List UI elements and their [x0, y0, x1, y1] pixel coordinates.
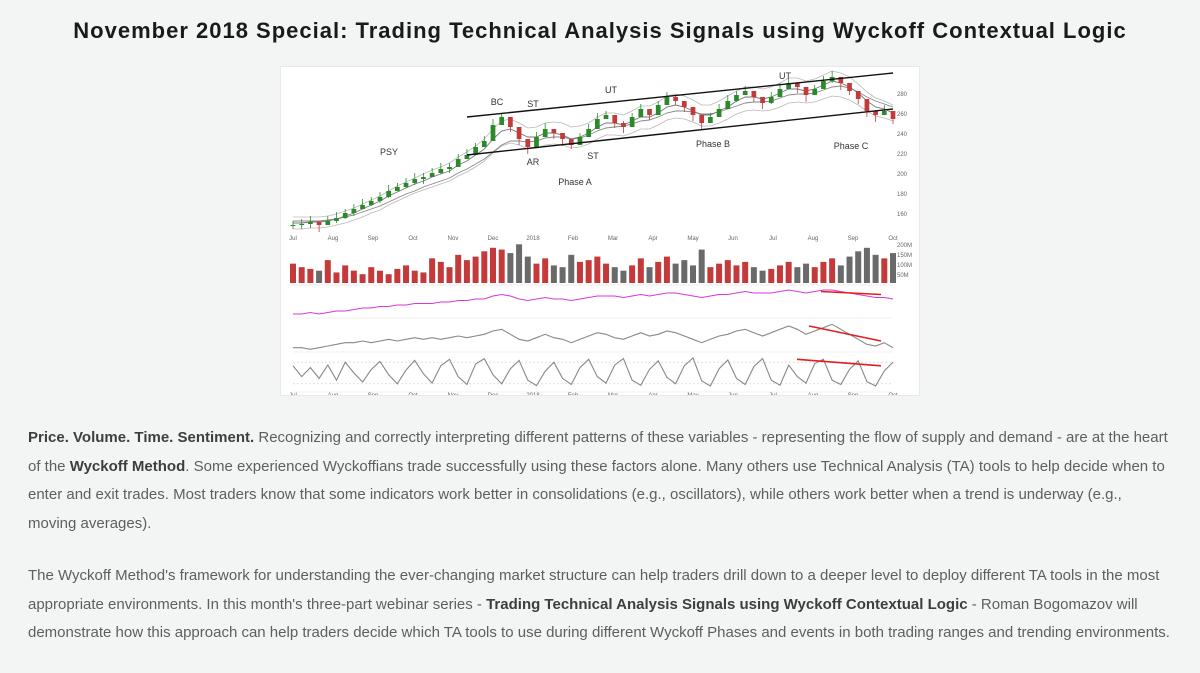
svg-text:Aug: Aug: [808, 236, 819, 242]
svg-text:Jul: Jul: [289, 393, 297, 396]
svg-text:Mar: Mar: [608, 236, 618, 242]
p1-text-b: . Some experienced Wyckoffians trade suc…: [28, 458, 1165, 532]
svg-text:AR: AR: [527, 157, 540, 167]
svg-text:Jun: Jun: [728, 393, 738, 396]
svg-text:180: 180: [897, 192, 908, 198]
svg-text:Feb: Feb: [568, 393, 579, 396]
svg-text:200: 200: [897, 172, 908, 178]
svg-text:Phase C: Phase C: [834, 141, 869, 151]
svg-text:Dec: Dec: [488, 393, 499, 396]
svg-text:Aug: Aug: [328, 236, 339, 242]
wyckoff-chart: 160 180 200 220 240 260 280 PSY BC ST AR ST UT Phase …: [280, 66, 920, 396]
svg-text:Mar: Mar: [608, 393, 618, 396]
svg-text:220: 220: [897, 152, 908, 158]
p2-bold: Trading Technical Analysis Signals using…: [486, 596, 967, 613]
svg-text:100M: 100M: [897, 263, 912, 269]
svg-text:260: 260: [897, 112, 908, 118]
svg-text:ST: ST: [527, 99, 539, 109]
svg-text:Feb: Feb: [568, 236, 579, 242]
svg-text:160: 160: [897, 212, 908, 218]
svg-text:Jun: Jun: [728, 236, 738, 242]
svg-text:50M: 50M: [897, 273, 909, 279]
svg-text:ST: ST: [587, 151, 599, 161]
svg-text:200M: 200M: [897, 243, 912, 249]
svg-text:150M: 150M: [897, 253, 912, 259]
svg-text:Jul: Jul: [289, 236, 297, 242]
svg-text:Nov: Nov: [448, 236, 459, 242]
svg-text:Oct: Oct: [408, 236, 418, 242]
svg-text:UT: UT: [779, 71, 791, 81]
svg-text:Jul: Jul: [769, 393, 777, 396]
svg-text:280: 280: [897, 92, 908, 98]
svg-text:Jul: Jul: [769, 236, 777, 242]
svg-text:Sep: Sep: [848, 393, 859, 396]
svg-text:Sep: Sep: [368, 236, 379, 242]
svg-text:Apr: Apr: [648, 236, 657, 242]
svg-text:Sep: Sep: [368, 393, 379, 396]
svg-text:May: May: [687, 393, 698, 396]
svg-text:Phase B: Phase B: [696, 139, 730, 149]
svg-text:Oct: Oct: [888, 236, 898, 242]
svg-text:Oct: Oct: [408, 393, 418, 396]
svg-text:BC: BC: [491, 97, 504, 107]
svg-text:Sep: Sep: [848, 236, 859, 242]
p1-lead-bold: Price. Volume. Time. Sentiment.: [28, 429, 254, 446]
svg-text:Aug: Aug: [808, 393, 819, 396]
p1-mid-bold: Wyckoff Method: [70, 458, 186, 475]
svg-text:Aug: Aug: [328, 393, 339, 396]
svg-text:Nov: Nov: [448, 393, 459, 396]
svg-text:UT: UT: [605, 85, 617, 95]
svg-text:Apr: Apr: [648, 393, 657, 396]
svg-text:PSY: PSY: [380, 147, 398, 157]
svg-text:Dec: Dec: [488, 236, 499, 242]
svg-text:240: 240: [897, 132, 908, 138]
svg-text:Oct: Oct: [888, 393, 898, 396]
page-title: November 2018 Special: Trading Technical…: [28, 18, 1172, 44]
paragraph-2: The Wyckoff Method's framework for under…: [28, 562, 1172, 648]
svg-text:May: May: [687, 236, 698, 242]
svg-text:Phase A: Phase A: [558, 177, 592, 187]
paragraph-1: Price. Volume. Time. Sentiment. Recogniz…: [28, 424, 1172, 538]
svg-text:2018: 2018: [526, 393, 540, 396]
svg-text:2018: 2018: [526, 236, 540, 242]
